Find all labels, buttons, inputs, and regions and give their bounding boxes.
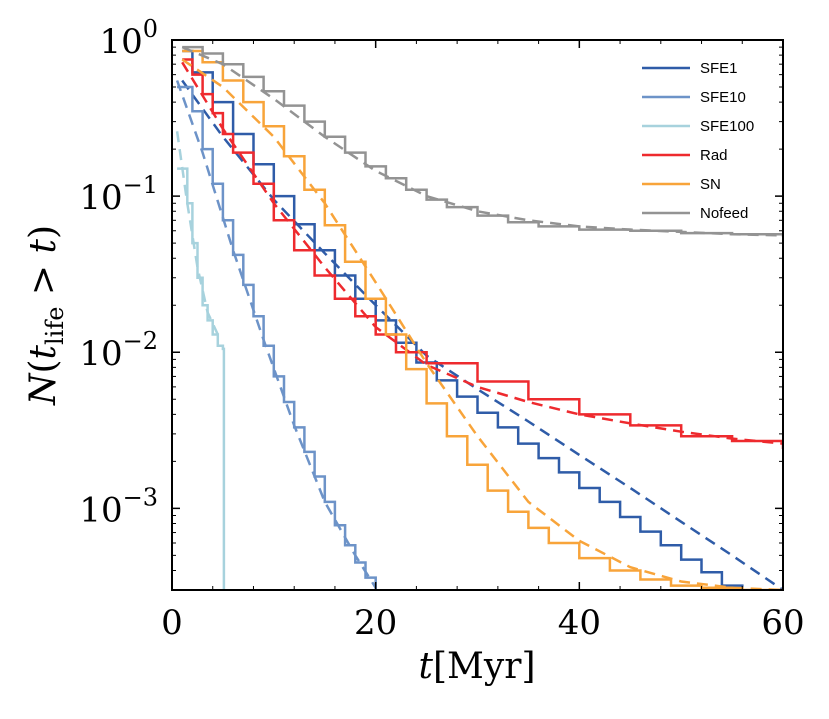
series-step-rad [182,58,783,449]
legend-label-sfe10: SFE10 [700,89,746,106]
legend: SFE1 SFE10 SFE100 Rad SN Nofeed [642,60,754,222]
plot-frame [171,39,784,591]
series-step-sfe100 [177,167,226,590]
x-tick-label: 40 [558,603,601,643]
legend-label-sfe1: SFE1 [700,60,738,77]
y-axis-label: N(tlife > t) [23,225,69,406]
tick-layer: 0 20 40 60 10−3 10−2 10−1 100 [79,15,804,643]
y-tick-label: 100 [99,15,158,62]
y-tick-label: 10−2 [79,327,158,374]
series-fit-sn [181,58,783,590]
y-tick-label: 10−3 [79,483,158,530]
y-tick-label: 10−1 [79,171,158,218]
x-tick-label: 0 [161,603,183,643]
series-fit-sfe10 [175,80,377,589]
x-tick-label: 20 [354,603,397,643]
legend-label-rad: Rad [700,147,728,164]
series-layer [175,45,783,590]
x-tick-label: 60 [761,603,804,643]
legend-label-sn: SN [700,176,721,193]
series-step-nofeed [182,45,783,237]
x-axis-label: t[Myr] [419,646,536,687]
legend-label-nofeed: Nofeed [700,205,748,222]
legend-label-sfe100: SFE100 [700,118,754,135]
series-step-sn [182,49,783,590]
series-step-sfe10 [177,85,377,590]
